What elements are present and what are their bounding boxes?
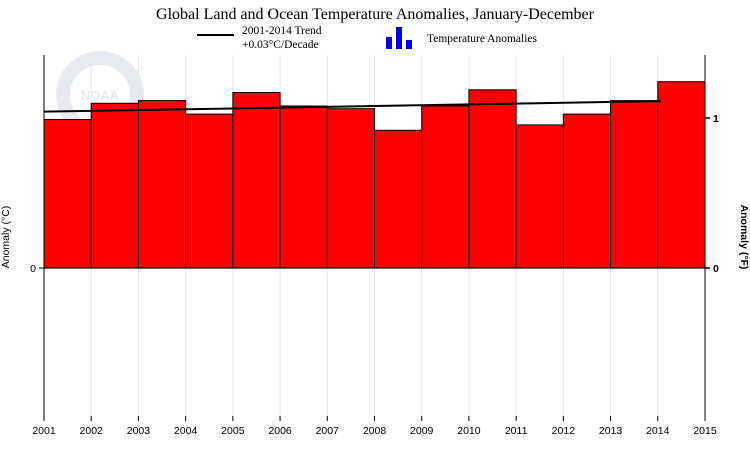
bar-2007 — [326, 108, 375, 269]
x-tick-label: 2004 — [174, 425, 198, 437]
legend-series-label: Temperature Anomalies — [427, 33, 538, 45]
chart-title: Global Land and Ocean Temperature Anomal… — [156, 6, 595, 23]
x-tick-label: 2001 — [32, 425, 56, 437]
legend-trend-label: 2001-2014 Trend — [242, 25, 322, 37]
y-axis-label-right: Anomaly (°F) — [738, 205, 750, 270]
x-tick-label: 2011 — [505, 425, 528, 437]
x-tick-label: 2003 — [127, 425, 151, 437]
bar-2006 — [279, 105, 328, 269]
bar-2004 — [185, 113, 234, 269]
x-tick-label: 2013 — [599, 425, 623, 437]
bar-2002 — [90, 102, 139, 269]
bar-2014 — [657, 81, 706, 269]
legend-bar-icon — [386, 27, 412, 49]
bar-2003 — [137, 100, 187, 269]
bar-2005 — [232, 92, 281, 269]
trend-line-group — [43, 100, 661, 113]
bars — [43, 81, 706, 269]
x-tick-label: 2007 — [316, 425, 340, 437]
x-tick-label: 2008 — [363, 425, 387, 437]
bar-2013 — [610, 100, 659, 269]
x-tick-label: 2006 — [268, 425, 292, 437]
bar-2011 — [515, 124, 564, 269]
x-tick-label: 2014 — [646, 425, 670, 437]
x-tick-label: 2015 — [693, 425, 717, 437]
x-tick-label: 2009 — [410, 425, 434, 437]
y-axis-label-left: Anomaly (°C) — [0, 206, 12, 269]
y-tick-label-right: 0 — [713, 263, 719, 275]
axes — [43, 55, 706, 416]
bar-2008 — [374, 129, 423, 269]
x-tick-label: 2005 — [221, 425, 245, 437]
y-tick-label-right: 1 — [713, 113, 719, 125]
bar-2012 — [562, 113, 612, 269]
legend-trend-rate: +0.03°C/Decade — [242, 39, 319, 51]
bar-2001 — [43, 119, 92, 269]
bar-2009 — [421, 105, 470, 269]
y-axis-ticks-left: 0 — [30, 263, 44, 275]
y-tick-label-left: 0 — [30, 263, 36, 275]
x-tick-label: 2010 — [457, 425, 481, 437]
watermark-text: NOAA — [81, 88, 120, 103]
x-axis-ticks: 2001 2002 2003 2004 2005 2006 2007 2008 2009 2010… — [32, 416, 717, 437]
trend-line — [43, 100, 661, 113]
x-tick-label: 2002 — [80, 425, 104, 437]
bar-2010 — [468, 89, 517, 269]
y-axis-ticks-right: 01 — [705, 113, 719, 275]
x-tick-label: 2012 — [552, 425, 576, 437]
